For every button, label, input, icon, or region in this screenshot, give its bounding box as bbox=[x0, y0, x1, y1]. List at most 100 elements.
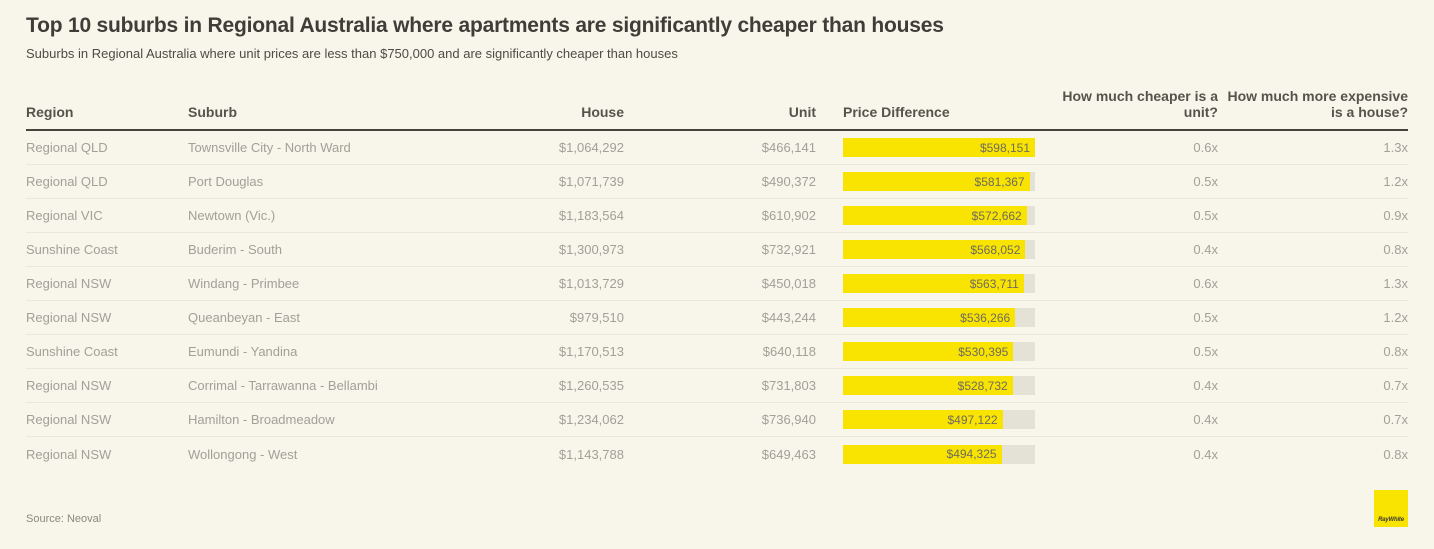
column-header-region: Region bbox=[26, 103, 74, 120]
page-title: Top 10 suburbs in Regional Australia whe… bbox=[26, 14, 944, 37]
cell-unit-price: $450,018 bbox=[761, 276, 816, 291]
cell-price-difference: $528,732 bbox=[816, 376, 1035, 395]
cell-cheaper-multiple: 0.4x bbox=[1193, 446, 1218, 462]
price-difference-bar-track: $581,367 bbox=[843, 172, 1035, 191]
cell-price-difference: $598,151 bbox=[816, 138, 1035, 157]
price-difference-value: $536,266 bbox=[960, 310, 1011, 325]
price-difference-bar-track: $598,151 bbox=[843, 138, 1035, 157]
raywhite-logo-text: RayWhite bbox=[1378, 517, 1404, 523]
price-difference-value: $572,662 bbox=[971, 208, 1022, 223]
table-row: Regional QLD Port Douglas $1,071,739 $490,3… bbox=[26, 165, 1408, 199]
price-difference-value: $494,325 bbox=[946, 447, 997, 461]
table-row: Sunshine Coast Buderim - South $1,300,973 $… bbox=[26, 233, 1408, 267]
cell-expensive-multiple: 0.7x bbox=[1383, 412, 1408, 427]
table-body: Regional QLD Townsville City - North Ward… bbox=[26, 131, 1408, 471]
cell-suburb: Eumundi - Yandina bbox=[188, 344, 298, 359]
cell-price-difference: $563,711 bbox=[816, 274, 1035, 293]
cell-region: Regional QLD bbox=[26, 174, 108, 189]
cell-house-price: $1,234,062 bbox=[558, 412, 624, 427]
cell-expensive-multiple: 0.8x bbox=[1383, 344, 1408, 359]
cell-house-price: $1,071,739 bbox=[558, 174, 624, 189]
cell-region: Regional NSW bbox=[26, 446, 112, 462]
cell-cheaper-multiple: 0.5x bbox=[1193, 174, 1218, 189]
column-header-expensive-house: How much more expensive is a house? bbox=[1227, 87, 1408, 120]
cell-price-difference: $581,367 bbox=[816, 172, 1035, 191]
cell-cheaper-multiple: 0.5x bbox=[1193, 344, 1218, 359]
cell-suburb: Buderim - South bbox=[188, 242, 282, 257]
table-row: Regional NSW Windang - Primbee $1,013,729 $… bbox=[26, 267, 1408, 301]
price-difference-bar-track: $497,122 bbox=[843, 410, 1035, 429]
source-note: Source: Neoval bbox=[26, 513, 102, 525]
cell-suburb: Windang - Primbee bbox=[188, 276, 300, 291]
cell-cheaper-multiple: 0.5x bbox=[1193, 208, 1218, 223]
cell-price-difference: $497,122 bbox=[816, 410, 1035, 429]
price-difference-bar-track: $528,732 bbox=[843, 376, 1035, 395]
cell-suburb: Wollongong - West bbox=[188, 446, 298, 462]
table-row: Sunshine Coast Eumundi - Yandina $1,170,51… bbox=[26, 335, 1408, 369]
cell-suburb: Hamilton - Broadmeadow bbox=[188, 412, 335, 427]
price-difference-value: $563,711 bbox=[969, 276, 1019, 291]
cell-region: Sunshine Coast bbox=[26, 344, 118, 359]
cell-cheaper-multiple: 0.5x bbox=[1193, 310, 1218, 325]
cell-region: Regional QLD bbox=[26, 140, 108, 155]
cell-unit-price: $732,921 bbox=[761, 242, 816, 257]
table-row: Regional NSW Corrimal - Tarrawanna - Bell… bbox=[26, 369, 1408, 403]
suburbs-table: Region Suburb House Unit Price Differenc… bbox=[26, 87, 1408, 471]
cell-house-price: $1,183,564 bbox=[558, 208, 624, 223]
cell-region: Sunshine Coast bbox=[26, 242, 118, 257]
cell-expensive-multiple: 0.9x bbox=[1383, 208, 1408, 223]
price-difference-bar: $530,395 bbox=[843, 342, 1014, 361]
cell-suburb: Queanbeyan - East bbox=[188, 310, 301, 325]
cell-cheaper-multiple: 0.4x bbox=[1193, 412, 1218, 427]
table-row: Regional NSW Hamilton - Broadmeadow $1,234… bbox=[26, 403, 1408, 437]
cell-region: Regional NSW bbox=[26, 276, 112, 291]
cell-region: Regional VIC bbox=[26, 208, 103, 223]
cell-suburb: Corrimal - Tarrawanna - Bellambi bbox=[188, 378, 378, 393]
price-difference-bar: $528,732 bbox=[843, 376, 1013, 395]
cell-expensive-multiple: 1.2x bbox=[1383, 174, 1408, 189]
cell-expensive-multiple: 1.3x bbox=[1383, 140, 1408, 155]
table-row: Regional QLD Townsville City - North Ward… bbox=[26, 131, 1408, 165]
table-header-row: Region Suburb House Unit Price Differenc… bbox=[26, 87, 1408, 131]
price-difference-bar-track: $572,662 bbox=[843, 206, 1035, 225]
price-difference-bar: $497,122 bbox=[843, 410, 1003, 429]
table-row: Regional NSW Queanbeyan - East $979,510 $44… bbox=[26, 301, 1408, 335]
price-difference-value: $598,151 bbox=[979, 140, 1030, 155]
page-subtitle: Suburbs in Regional Australia where unit… bbox=[26, 46, 678, 61]
cell-expensive-multiple: 1.2x bbox=[1383, 310, 1408, 325]
cell-house-price: $1,013,729 bbox=[558, 276, 624, 291]
price-difference-bar: $598,151 bbox=[843, 138, 1035, 157]
price-difference-bar: $581,367 bbox=[843, 172, 1030, 191]
column-header-price-difference: Price Difference bbox=[843, 103, 950, 120]
price-difference-bar-track: $536,266 bbox=[843, 308, 1035, 327]
table-row: Regional NSW Wollongong - West $1,143,788 $… bbox=[26, 437, 1408, 471]
cell-house-price: $1,064,292 bbox=[558, 140, 624, 155]
price-difference-bar-track: $530,395 bbox=[843, 342, 1035, 361]
cell-region: Regional NSW bbox=[26, 310, 112, 325]
cell-unit-price: $443,244 bbox=[761, 310, 816, 325]
price-difference-bar-track: $563,711 bbox=[843, 274, 1035, 293]
price-difference-bar: $494,325 bbox=[843, 444, 1002, 464]
cell-suburb: Newtown (Vic.) bbox=[188, 208, 276, 223]
cell-cheaper-multiple: 0.6x bbox=[1193, 276, 1218, 291]
cell-unit-price: $640,118 bbox=[762, 344, 816, 359]
cell-suburb: Townsville City - North Ward bbox=[188, 140, 351, 155]
cell-expensive-multiple: 0.7x bbox=[1383, 378, 1408, 393]
price-difference-value: $530,395 bbox=[958, 344, 1009, 359]
price-difference-value: $581,367 bbox=[974, 174, 1025, 189]
cell-cheaper-multiple: 0.4x bbox=[1193, 378, 1218, 393]
cell-price-difference: $494,325 bbox=[816, 444, 1035, 464]
cell-house-price: $1,170,513 bbox=[558, 344, 624, 359]
raywhite-logo: RayWhite bbox=[1374, 490, 1408, 527]
cell-house-price: $979,510 bbox=[569, 310, 624, 325]
cell-unit-price: $731,803 bbox=[761, 378, 816, 393]
cell-price-difference: $568,052 bbox=[816, 240, 1035, 259]
cell-expensive-multiple: 0.8x bbox=[1383, 242, 1408, 257]
table-row: Regional VIC Newtown (Vic.) $1,183,564 $610… bbox=[26, 199, 1408, 233]
price-difference-value: $568,052 bbox=[970, 242, 1021, 257]
cell-expensive-multiple: 1.3x bbox=[1383, 276, 1408, 291]
column-header-house: House bbox=[581, 103, 624, 120]
cell-unit-price: $490,372 bbox=[761, 174, 816, 189]
cell-region: Regional NSW bbox=[26, 378, 112, 393]
